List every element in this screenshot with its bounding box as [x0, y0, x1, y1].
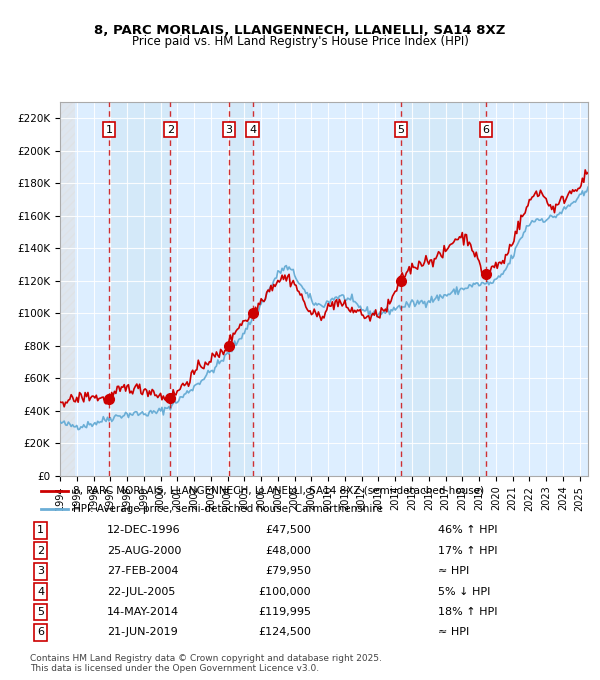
Text: 3: 3 — [37, 566, 44, 576]
Bar — [60, 102, 75, 476]
Text: Contains HM Land Registry data © Crown copyright and database right 2025.: Contains HM Land Registry data © Crown c… — [30, 654, 382, 663]
Text: ≈ HPI: ≈ HPI — [438, 628, 469, 637]
Text: 4: 4 — [37, 587, 44, 596]
Text: 2: 2 — [167, 124, 174, 135]
Text: 25-AUG-2000: 25-AUG-2000 — [107, 546, 181, 556]
Text: 1: 1 — [37, 526, 44, 535]
Bar — [401, 102, 486, 476]
Text: £79,950: £79,950 — [265, 566, 311, 576]
Text: 8, PARC MORLAIS, LLANGENNECH, LLANELLI, SA14 8XZ (semi-detached house): 8, PARC MORLAIS, LLANGENNECH, LLANELLI, … — [73, 486, 484, 496]
Text: This data is licensed under the Open Government Licence v3.0.: This data is licensed under the Open Gov… — [30, 664, 319, 673]
Text: 5: 5 — [397, 124, 404, 135]
Text: 4: 4 — [249, 124, 256, 135]
Text: 17% ↑ HPI: 17% ↑ HPI — [438, 546, 497, 556]
Bar — [60, 102, 73, 476]
Text: HPI: Average price, semi-detached house, Carmarthenshire: HPI: Average price, semi-detached house,… — [73, 504, 383, 514]
Text: £48,000: £48,000 — [265, 546, 311, 556]
Text: 1: 1 — [106, 124, 112, 135]
Text: 5: 5 — [37, 607, 44, 617]
Bar — [229, 102, 253, 476]
Text: £100,000: £100,000 — [259, 587, 311, 596]
Text: £119,995: £119,995 — [258, 607, 311, 617]
Text: 14-MAY-2014: 14-MAY-2014 — [107, 607, 179, 617]
Text: 22-JUL-2005: 22-JUL-2005 — [107, 587, 175, 596]
Text: Price paid vs. HM Land Registry's House Price Index (HPI): Price paid vs. HM Land Registry's House … — [131, 35, 469, 48]
Text: 27-FEB-2004: 27-FEB-2004 — [107, 566, 178, 576]
Text: 12-DEC-1996: 12-DEC-1996 — [107, 526, 181, 535]
Text: 2: 2 — [37, 546, 44, 556]
Text: 6: 6 — [37, 628, 44, 637]
Text: 21-JUN-2019: 21-JUN-2019 — [107, 628, 178, 637]
Bar — [109, 102, 170, 476]
Text: 3: 3 — [226, 124, 233, 135]
Text: £124,500: £124,500 — [258, 628, 311, 637]
Text: 6: 6 — [482, 124, 490, 135]
Text: 18% ↑ HPI: 18% ↑ HPI — [438, 607, 497, 617]
Text: 8, PARC MORLAIS, LLANGENNECH, LLANELLI, SA14 8XZ: 8, PARC MORLAIS, LLANGENNECH, LLANELLI, … — [94, 24, 506, 37]
Text: 5% ↓ HPI: 5% ↓ HPI — [438, 587, 490, 596]
Text: ≈ HPI: ≈ HPI — [438, 566, 469, 576]
Text: 46% ↑ HPI: 46% ↑ HPI — [438, 526, 497, 535]
Text: £47,500: £47,500 — [265, 526, 311, 535]
